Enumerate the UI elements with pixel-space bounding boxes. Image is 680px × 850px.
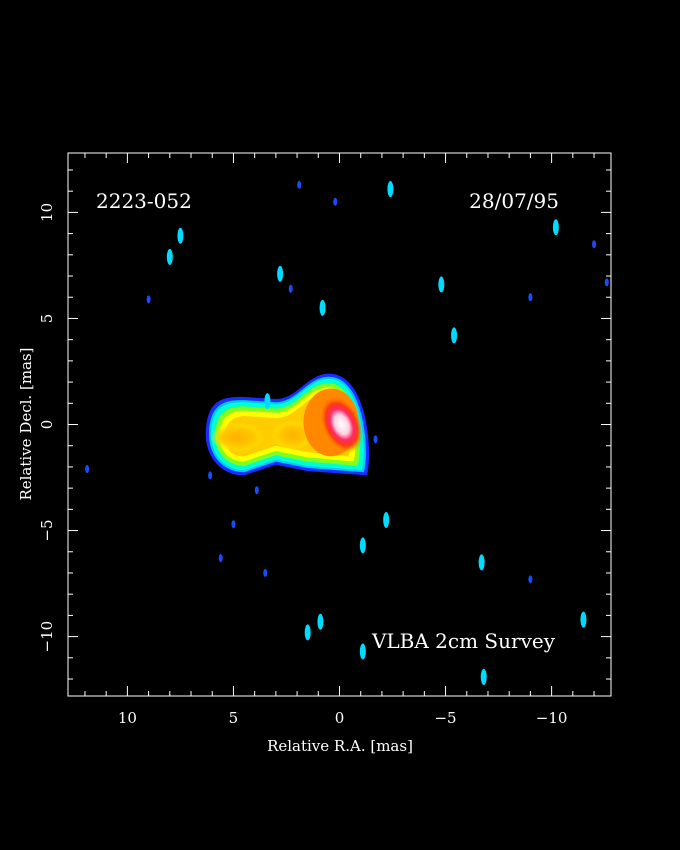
noise-spot: [604, 278, 609, 287]
axis-ticks: [68, 153, 611, 696]
y-tick-label: −10: [38, 621, 56, 653]
noise-spot: [319, 299, 326, 316]
noise-spot: [480, 668, 487, 685]
noise-spot: [297, 180, 302, 189]
noise-spot: [552, 219, 559, 236]
x-tick-label: 5: [229, 709, 239, 727]
x-axis-label: Relative R.A. [mas]: [267, 737, 413, 755]
noise-spot: [85, 465, 90, 474]
y-tick-label: 5: [38, 314, 56, 324]
axis-tick-labels: 10 5 0 −5 −10 10 5 0 −5 −10: [38, 203, 567, 727]
noise-spot: [478, 554, 485, 571]
noise-spot: [333, 197, 338, 206]
survey-label: VLBA 2cm Survey: [371, 629, 556, 653]
noise-spot: [264, 393, 271, 410]
noise-spot: [146, 295, 151, 304]
y-tick-label: 10: [38, 203, 56, 222]
noise-spot: [387, 181, 394, 198]
noise-spot: [208, 471, 213, 480]
noise-spot: [317, 613, 324, 630]
noise-spot: [254, 486, 259, 495]
y-tick-label: −5: [38, 519, 56, 541]
noise-spots: [85, 180, 609, 685]
noise-spot: [438, 276, 445, 293]
x-tick-label: 0: [335, 709, 345, 727]
noise-spot: [528, 293, 533, 302]
jet-knot: [271, 420, 315, 450]
x-tick-label: 10: [118, 709, 137, 727]
noise-spot: [580, 611, 587, 628]
noise-spot: [263, 568, 268, 577]
noise-spot: [592, 240, 597, 249]
jet-knot: [210, 422, 266, 453]
noise-spot: [277, 265, 284, 282]
y-axis-label: Relative Decl. [mas]: [17, 347, 35, 500]
noise-spot: [359, 537, 366, 554]
noise-spot: [166, 248, 173, 265]
source-name-label: 2223-052: [96, 189, 192, 213]
x-tick-label: −5: [434, 709, 456, 727]
noise-spot: [231, 520, 236, 529]
noise-spot: [218, 554, 223, 563]
noise-spot: [288, 284, 293, 293]
noise-spot: [373, 435, 378, 444]
y-tick-label: 0: [38, 420, 56, 430]
source-emission: [205, 373, 370, 476]
noise-spot: [528, 575, 533, 584]
core-peak: [320, 396, 363, 453]
noise-spot: [304, 624, 311, 641]
noise-spot: [451, 327, 458, 344]
x-tick-label: −10: [536, 709, 568, 727]
noise-spot: [177, 227, 184, 244]
noise-spot: [359, 643, 366, 660]
noise-spot: [383, 511, 390, 528]
observation-date-label: 28/07/95: [469, 189, 559, 213]
